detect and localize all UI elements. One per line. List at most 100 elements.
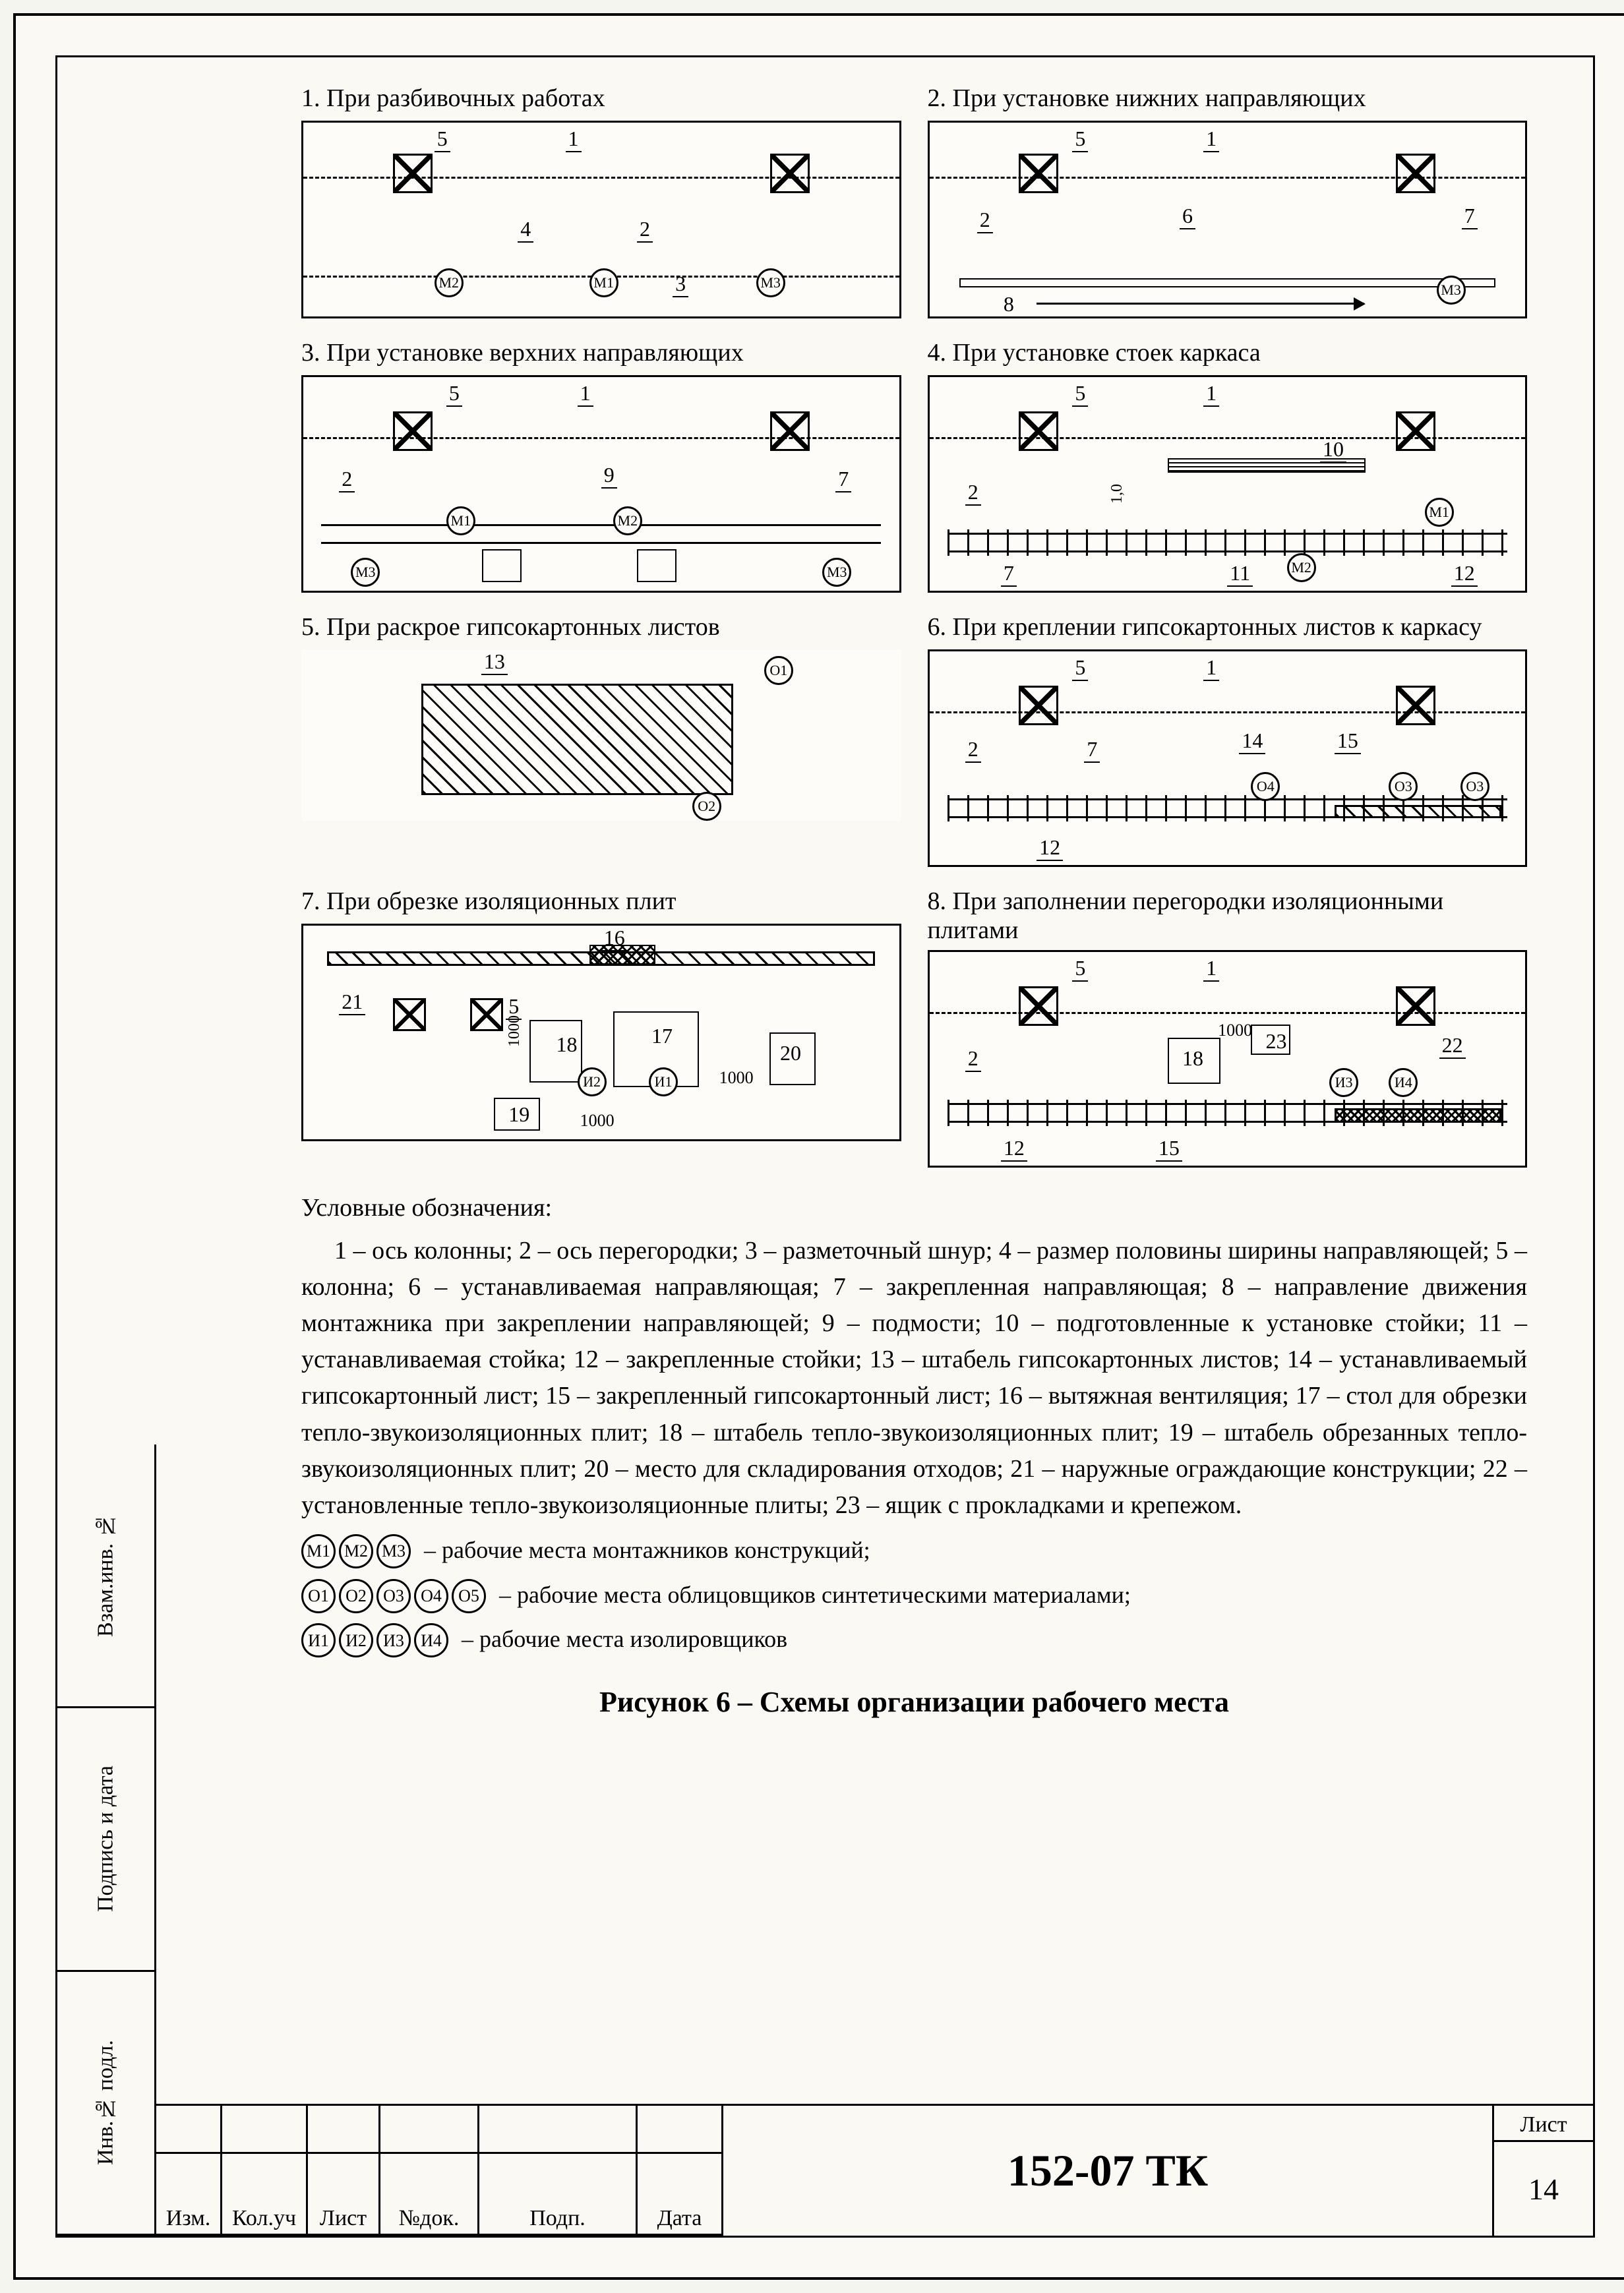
lbl8-15: 15 <box>1156 1136 1182 1162</box>
page: Взам.инв. № Подпись и дата Инв.№ подл. 1… <box>13 13 1624 2280</box>
sym-o3-icon: О3 <box>376 1579 411 1613</box>
caption-4: 4. При установке стоек каркаса <box>928 338 1528 370</box>
mk5-o2: О2 <box>692 792 721 821</box>
lbl8-12: 12 <box>1001 1136 1027 1162</box>
sym-o2-icon: О2 <box>339 1579 373 1613</box>
symbols-row-2: О1 О2 О3 О4 О5 – рабочие места облицовщи… <box>301 1576 1527 1613</box>
diagram-7: 7. При обрезке изоляционных плит 16 21 5… <box>301 887 901 1168</box>
lbl2-5: 5 <box>1072 127 1088 152</box>
mk5-o1: О1 <box>764 656 793 685</box>
lbl7-18: 18 <box>553 1032 580 1057</box>
content: 1. При разбивочных работах 5 1 4 2 М2 М1… <box>169 84 1567 2064</box>
diagram-6: 6. При креплении гипсокартонных листов к… <box>928 612 1528 867</box>
frame-4: 5 1 10 2 1,0 М1 М2 7 11 12 <box>928 375 1528 593</box>
lbl-4: 4 <box>518 217 533 243</box>
frame-8: 5 1 1000 18 23 22 2 И3 И4 12 <box>928 950 1528 1168</box>
lbl7-20: 20 <box>777 1041 804 1065</box>
lbl6-14: 14 <box>1239 729 1265 754</box>
side-strip: Взам.инв. № Подпись и дата Инв.№ подл. <box>57 1444 156 2236</box>
mk3-m3: М3 <box>351 558 380 587</box>
sym-m3-icon: М3 <box>376 1534 411 1568</box>
mk6-o3a: О3 <box>1389 772 1418 801</box>
sym-i3-icon: И3 <box>376 1623 411 1657</box>
tb-col-koluch: Кол.уч <box>222 2199 306 2236</box>
frame-1: 5 1 4 2 М2 М1 3 М3 <box>301 121 901 318</box>
lbl-3: 3 <box>673 272 688 297</box>
dim4-10: 1,0 <box>1108 484 1126 504</box>
mk4-m2: М2 <box>1287 553 1316 582</box>
d8-1000: 1000 <box>1215 1021 1255 1040</box>
mk7-i1: И1 <box>649 1067 678 1096</box>
lbl6-1: 1 <box>1203 655 1219 681</box>
mk-m2: М2 <box>435 268 464 297</box>
diagram-5: 5. При раскрое гипсокартонных листов 13 … <box>301 612 901 867</box>
sym-m2-icon: М2 <box>339 1534 373 1568</box>
sheet-label: Лист <box>1494 2106 1593 2142</box>
symbols-row-3: И1 И2 И3 И4 – рабочие места изолировщико… <box>301 1621 1527 1658</box>
side-cell-2: Подпись и дата <box>57 1708 154 1972</box>
lbl7-19: 19 <box>506 1102 532 1127</box>
frame-6: 5 1 2 7 14 15 О4 О3 О3 12 <box>928 649 1528 867</box>
lbl-2: 2 <box>637 217 653 243</box>
diagram-1: 1. При разбивочных работах 5 1 4 2 М2 М1… <box>301 84 901 318</box>
sym-i4-icon: И4 <box>414 1623 448 1657</box>
lbl2-1: 1 <box>1203 127 1219 152</box>
lbl4-5: 5 <box>1072 381 1088 407</box>
lbl8-1: 1 <box>1203 956 1219 982</box>
tb-col-izm: Изм. <box>156 2199 220 2236</box>
lbl6-2: 2 <box>965 737 981 763</box>
lbl3-7: 7 <box>835 467 851 492</box>
lbl2-7: 7 <box>1462 204 1478 229</box>
tb-col-podp: Подп. <box>479 2199 636 2236</box>
mk7-i2: И2 <box>578 1067 607 1096</box>
sheet-number: 14 <box>1494 2142 1593 2236</box>
tb-col-data: Дата <box>638 2199 721 2236</box>
frame-7: 16 21 5 18 17 20 И2 И1 100 <box>301 924 901 1141</box>
mk-m1: М1 <box>589 268 618 297</box>
mk8-i4: И4 <box>1389 1068 1418 1097</box>
d7-1000b: 1000 <box>717 1068 756 1088</box>
lbl3-2: 2 <box>339 467 355 492</box>
diagram-8: 8. При заполнении перегородки изоляционн… <box>928 887 1528 1168</box>
sym-i2-icon: И2 <box>339 1623 373 1657</box>
mk6-o3b: О3 <box>1460 772 1489 801</box>
side-cell-3: Инв.№ подл. <box>57 1972 154 2236</box>
lbl8-22: 22 <box>1439 1033 1466 1059</box>
lbl8-5: 5 <box>1072 956 1088 982</box>
lbl8-23: 23 <box>1263 1029 1289 1054</box>
tb-col-ndok: №док. <box>380 2199 477 2236</box>
sym-row1-text: – рабочие места монтажников конструкций; <box>424 1533 870 1567</box>
legend-body: 1 – ось колонны; 2 – ось перегородки; 3 … <box>301 1233 1527 1524</box>
lbl4-2: 2 <box>965 480 981 506</box>
lbl3-5: 5 <box>446 381 462 407</box>
figure-title: Рисунок 6 – Схемы организации рабочего м… <box>301 1681 1527 1723</box>
sym-row3-text: – рабочие места изолировщиков <box>462 1622 787 1656</box>
mk8-i3: И3 <box>1329 1068 1358 1097</box>
diagrams-grid: 1. При разбивочных работах 5 1 4 2 М2 М1… <box>169 84 1567 1168</box>
lbl4-7: 7 <box>1001 561 1017 587</box>
lbl2-6: 6 <box>1180 204 1195 229</box>
doc-number: 152-07 ТК <box>723 2106 1494 2236</box>
lbl4-11: 11 <box>1227 561 1253 587</box>
title-block: Изм. Кол.уч Лист №док. Подп. Дата 152-07… <box>156 2104 1593 2236</box>
lbl6-12: 12 <box>1037 835 1063 861</box>
caption-2: 2. При установке нижних направляющих <box>928 84 1528 115</box>
frame-5: 13 О1 О2 <box>301 649 901 821</box>
lbl8-18: 18 <box>1180 1046 1206 1071</box>
lbl4-1: 1 <box>1203 381 1219 407</box>
mk3-m2: М2 <box>613 506 642 535</box>
mk2-m3: М3 <box>1437 276 1466 305</box>
frame-2: 5 1 2 6 7 8 М3 <box>928 121 1528 318</box>
caption-5: 5. При раскрое гипсокартонных листов <box>301 612 901 644</box>
lbl6-7: 7 <box>1084 737 1100 763</box>
inner-frame: Взам.инв. № Подпись и дата Инв.№ подл. 1… <box>55 55 1595 2238</box>
caption-6: 6. При креплении гипсокартонных листов к… <box>928 612 1528 644</box>
lbl2-2: 2 <box>977 208 993 233</box>
mk6-o4: О4 <box>1251 772 1280 801</box>
diagram-2: 2. При установке нижних направляющих 5 1… <box>928 84 1528 318</box>
tb-col-list: Лист <box>308 2199 378 2236</box>
diagram-4: 4. При установке стоек каркаса 5 1 10 2 … <box>928 338 1528 593</box>
lbl-5: 5 <box>435 127 450 152</box>
side-cell-1: Взам.инв. № <box>57 1444 154 1708</box>
diagram-3: 3. При установке верхних направляющих 5 … <box>301 338 901 593</box>
